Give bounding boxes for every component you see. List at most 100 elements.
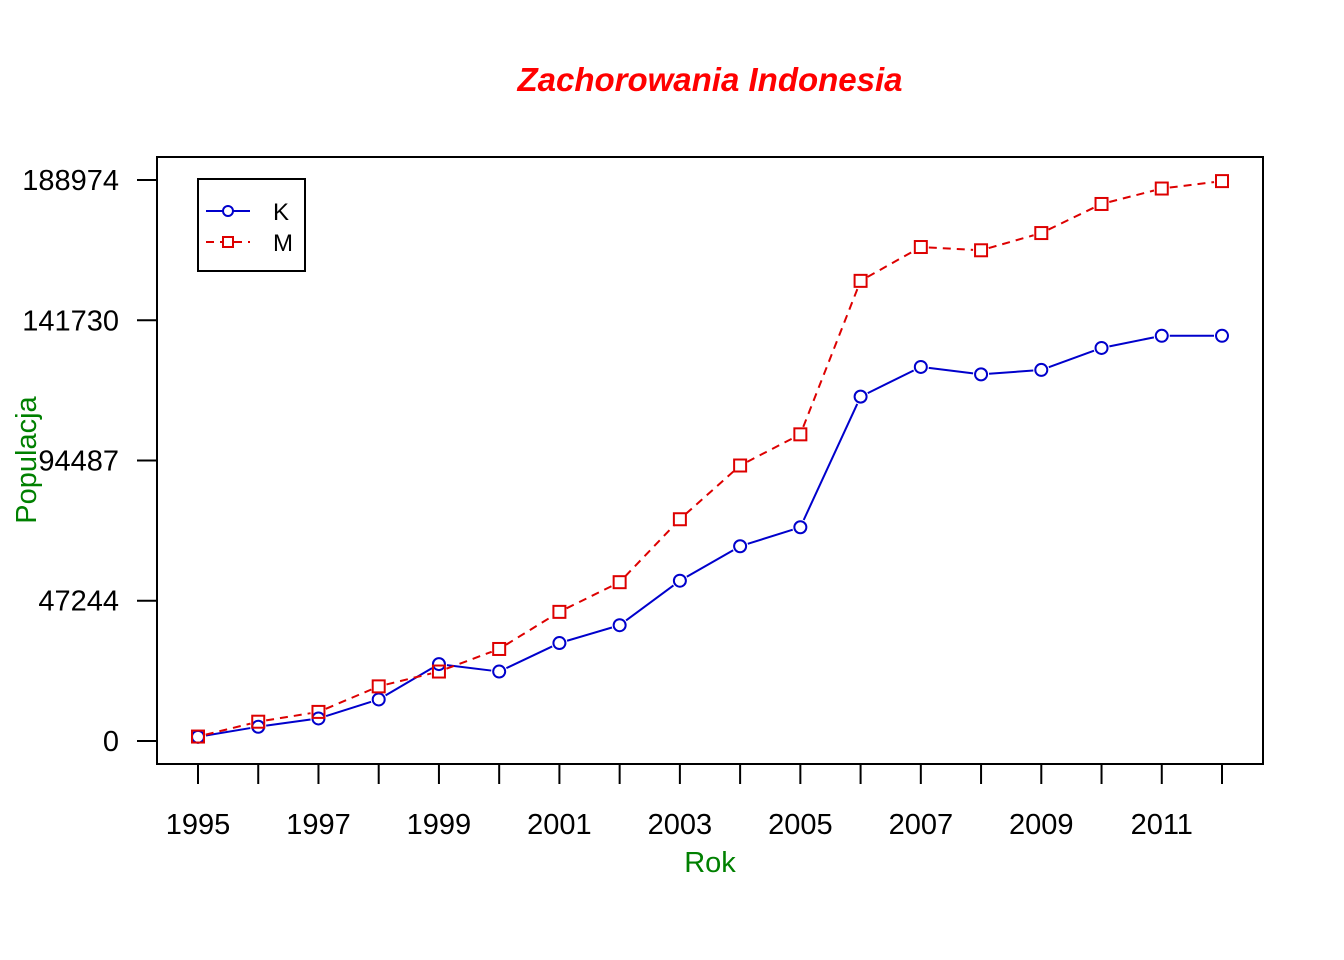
series-line-segment [446,650,493,670]
data-point [1154,181,1169,196]
data-point [251,714,266,729]
y-tick-label: 188974 [22,165,119,197]
series-line-segment [686,549,734,578]
legend-label: K [273,199,289,226]
data-point [733,458,748,473]
data-point [793,520,808,535]
data-point [191,729,205,744]
data-point [371,679,386,694]
series-line-segment [205,722,251,736]
data-point [913,240,928,255]
x-tick-label: 1997 [286,809,351,841]
series-M [191,174,1229,744]
y-tick-label: 0 [103,726,119,758]
data-point [913,359,928,374]
series-line-segment [325,688,372,710]
legend-entry: M [206,230,293,257]
series-line-segment [802,403,859,521]
legend-entry: K [206,199,289,226]
series-line-segment [746,437,794,463]
data-point [793,427,808,442]
series-line-segment [446,664,492,672]
legend-marker [222,236,234,248]
series-line-segment [566,584,613,610]
data-point [1094,196,1109,211]
x-axis-label: Rok [684,847,736,879]
data-point [612,618,627,633]
data-point [1215,328,1229,343]
series-line-segment [505,645,553,670]
series-line-segment [988,234,1034,250]
y-axis: 0 47244 94487 141730 188974 [22,165,157,758]
x-tick-label: 2007 [889,809,954,841]
y-axis-label: Populacja [11,395,43,523]
series-line-segment [624,524,676,578]
data-point [1034,362,1049,377]
chart-title: Zachorowania Indonesia [516,61,902,98]
series-line-segment [988,369,1034,375]
series-line-segment [386,672,432,686]
data-point [311,704,326,719]
data-point [552,604,567,619]
series-line-segment [625,584,675,622]
series-line-segment [1048,349,1095,369]
data-point [431,657,446,672]
x-tick-label: 2009 [1009,809,1074,841]
y-tick-label: 141730 [22,305,119,337]
plot-frame [156,156,1264,765]
legend: KM [197,178,306,272]
legend-box [197,178,306,272]
x-tick-label: 2005 [768,809,833,841]
data-point [431,664,446,679]
data-point [672,512,687,527]
data-point [672,573,687,588]
x-tick-label: 2001 [527,809,592,841]
series-line-segment [867,369,915,394]
series-line-segment [928,366,974,375]
series-layer [191,174,1229,744]
series-line-segment [867,250,915,278]
series-line-segment [747,528,794,545]
x-tick-label: 1995 [166,809,231,841]
data-point [733,539,748,554]
legend-marker [222,205,234,217]
series-line-segment [266,718,311,727]
x-tick-label: 2011 [1131,809,1193,841]
data-point [1215,174,1229,189]
x-tick-label: 1999 [407,809,472,841]
series-line-segment [685,470,735,515]
series-line-segment [566,626,613,642]
data-point [1154,328,1169,343]
data-point [974,367,989,382]
data-point [492,664,507,679]
data-point [1094,340,1109,355]
data-point [853,273,868,288]
series-line-segment [1109,189,1155,203]
data-point [371,692,386,707]
x-axis: 1995 1997 1999 2001 2003 2005 2007 2009 2011 [166,764,1223,841]
series-line-segment [928,246,974,251]
legend-entries: KM [206,199,293,257]
data-point [853,389,868,404]
series-line-segment [205,727,251,737]
series-line-segment [802,287,859,428]
series-line-segment [325,700,372,717]
data-point [492,641,507,656]
data-point [974,243,989,258]
data-point [612,575,627,590]
y-tick-label: 94487 [38,446,119,478]
y-tick-label: 47244 [38,586,119,618]
series-line-segment [505,615,554,646]
data-point [552,636,567,651]
series-line-segment [265,712,311,722]
series-line-segment [1048,206,1095,231]
legend-label: M [273,230,293,257]
series-K [191,328,1229,744]
data-point [191,729,205,744]
series-line-segment [385,667,433,697]
x-tick-label: 2003 [648,809,713,841]
data-point [1034,226,1049,241]
series-line-segment [1169,181,1215,189]
series-line-segment [1109,336,1155,348]
